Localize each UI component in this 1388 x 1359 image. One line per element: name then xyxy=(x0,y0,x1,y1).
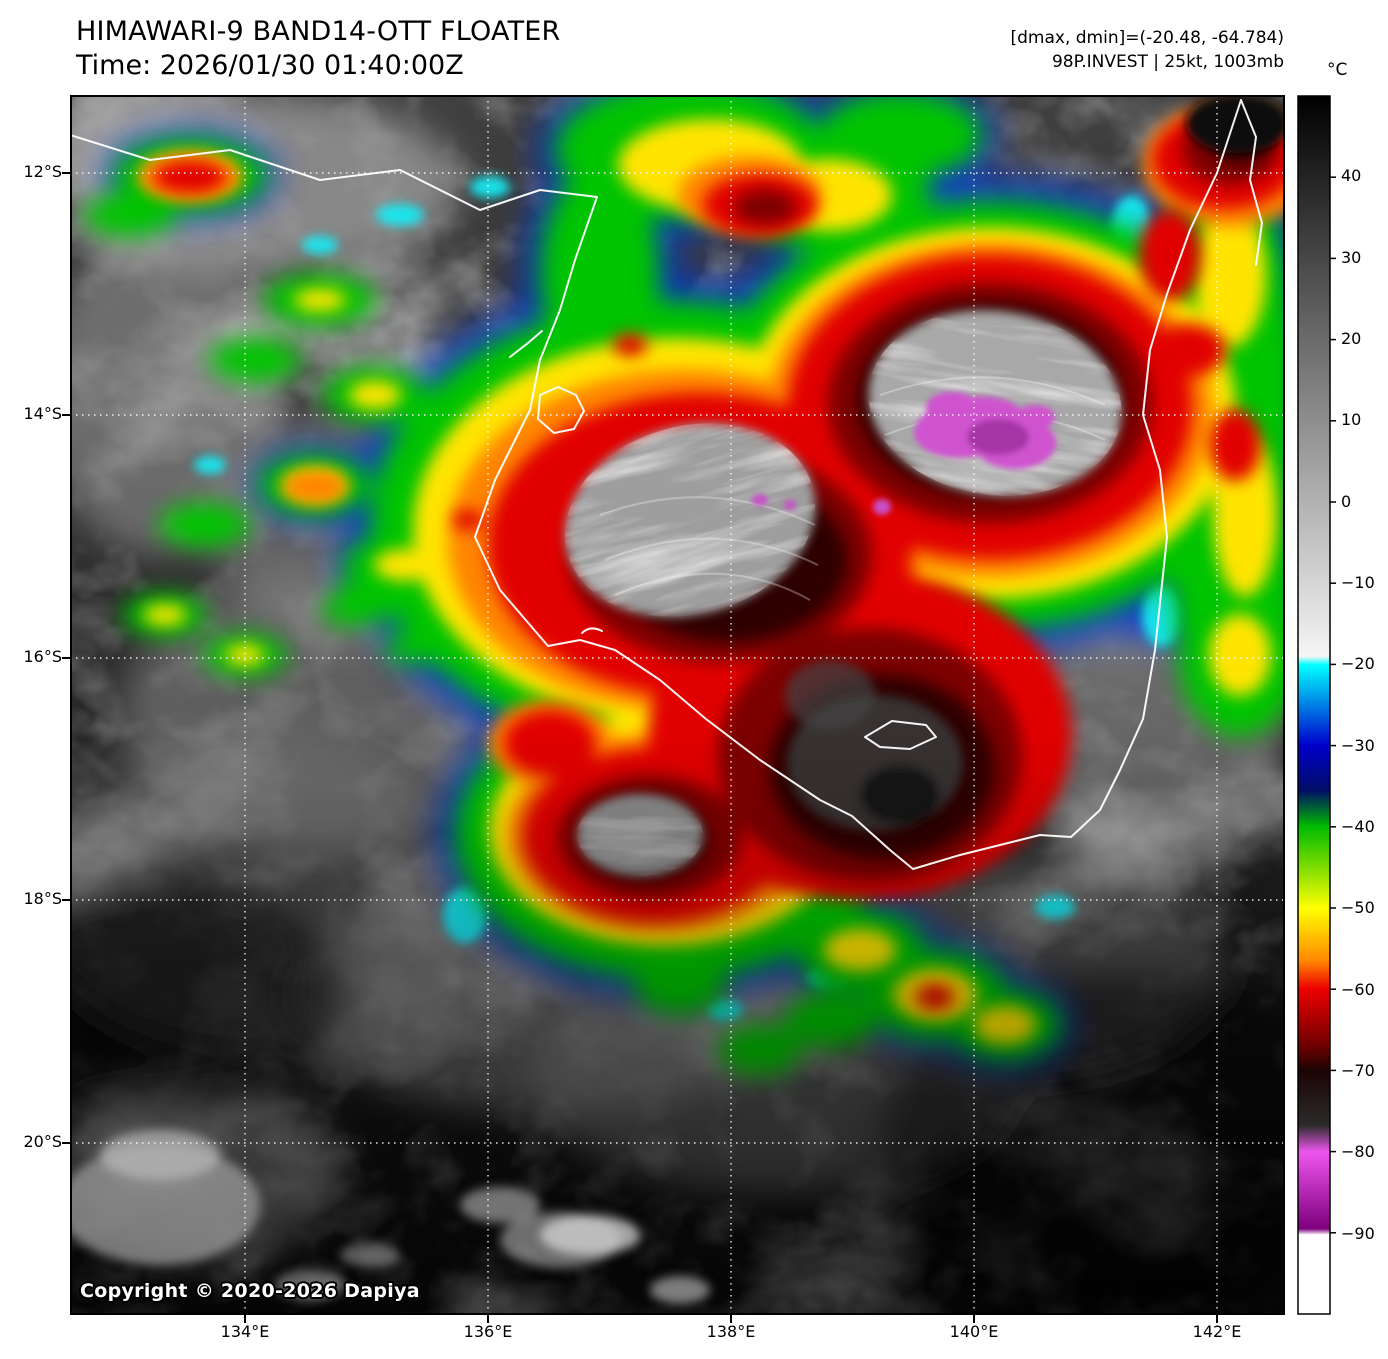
axis-lon-label: 138°E xyxy=(706,1322,756,1341)
cirrus-striations xyxy=(599,376,1106,601)
colorbar-tick-label: −60 xyxy=(1341,979,1375,999)
map-frame xyxy=(70,95,1285,1315)
header-right: [dmax, dmin]=(-20.48, -64.784) 98P.INVES… xyxy=(1011,26,1285,74)
colorbar-tick-label: −90 xyxy=(1341,1223,1375,1243)
axis-lon-label: 134°E xyxy=(220,1322,270,1341)
colorbar-tick-label: −70 xyxy=(1341,1061,1375,1080)
axis-lat-label: 18°S xyxy=(23,889,62,908)
colorbar-unit-label: °C xyxy=(1327,60,1348,80)
colorbar-tick-label: 30 xyxy=(1341,247,1362,267)
colorbar-tick-label: −40 xyxy=(1341,817,1375,836)
colorbar-tick-label: 40 xyxy=(1341,166,1362,186)
axis-lat-label: 16°S xyxy=(23,647,62,666)
axis-tick xyxy=(62,414,70,416)
axis-tick xyxy=(62,657,70,659)
colorbar-tick-label: −80 xyxy=(1341,1142,1375,1162)
colorbar-gradient xyxy=(1297,95,1336,1315)
axis-tick xyxy=(62,172,70,174)
colorbar-tick-label: −10 xyxy=(1341,573,1375,592)
colorbar-tick-label: 10 xyxy=(1341,410,1362,430)
storm-info: 98P.INVEST | 25kt, 1003mb xyxy=(1051,52,1284,72)
axis-lon-label: 136°E xyxy=(463,1322,513,1341)
copyright-label: Copyright © 2020-2026 Dapiya xyxy=(80,1280,420,1302)
axis-tick xyxy=(62,1142,70,1144)
axis-tick xyxy=(1216,1315,1218,1323)
island-groote-eylandt xyxy=(537,386,585,434)
colorbar-tick-label: −30 xyxy=(1341,735,1375,755)
magenta-cold-tops xyxy=(752,392,1056,515)
axis-lat-label: 12°S xyxy=(23,162,62,181)
axis-lat-label: 14°S xyxy=(23,404,62,423)
axis-lat-label: 20°S xyxy=(23,1132,62,1151)
colorbar xyxy=(1297,95,1343,1315)
axis-lon-label: 142°E xyxy=(1192,1322,1242,1341)
axis-tick xyxy=(487,1315,489,1323)
axis-tick xyxy=(62,899,70,901)
island-mornington xyxy=(864,720,937,750)
satellite-imagery xyxy=(70,95,1285,1315)
axis-lon-label: 140°E xyxy=(949,1322,999,1341)
page-title: HIMAWARI-9 BAND14-OTT FLOATER xyxy=(76,16,561,47)
satellite-map xyxy=(70,95,1285,1315)
colorbar-tick-label: −20 xyxy=(1341,654,1375,674)
colorbar-tick-label: −50 xyxy=(1341,898,1375,918)
dmax-dmin-readout: [dmax, dmin]=(-20.48, -64.784) xyxy=(1010,28,1285,48)
grid-lines xyxy=(70,95,1285,1315)
colorbar-tick-label: 20 xyxy=(1341,329,1362,348)
south-sea-shading xyxy=(70,735,1285,1315)
axis-tick xyxy=(730,1315,732,1323)
axis-tick xyxy=(973,1315,975,1323)
colorbar-tick-label: 0 xyxy=(1341,491,1352,511)
coastline xyxy=(70,99,1263,870)
axis-tick xyxy=(244,1315,246,1323)
timestamp: Time: 2026/01/30 01:40:00Z xyxy=(76,50,464,81)
